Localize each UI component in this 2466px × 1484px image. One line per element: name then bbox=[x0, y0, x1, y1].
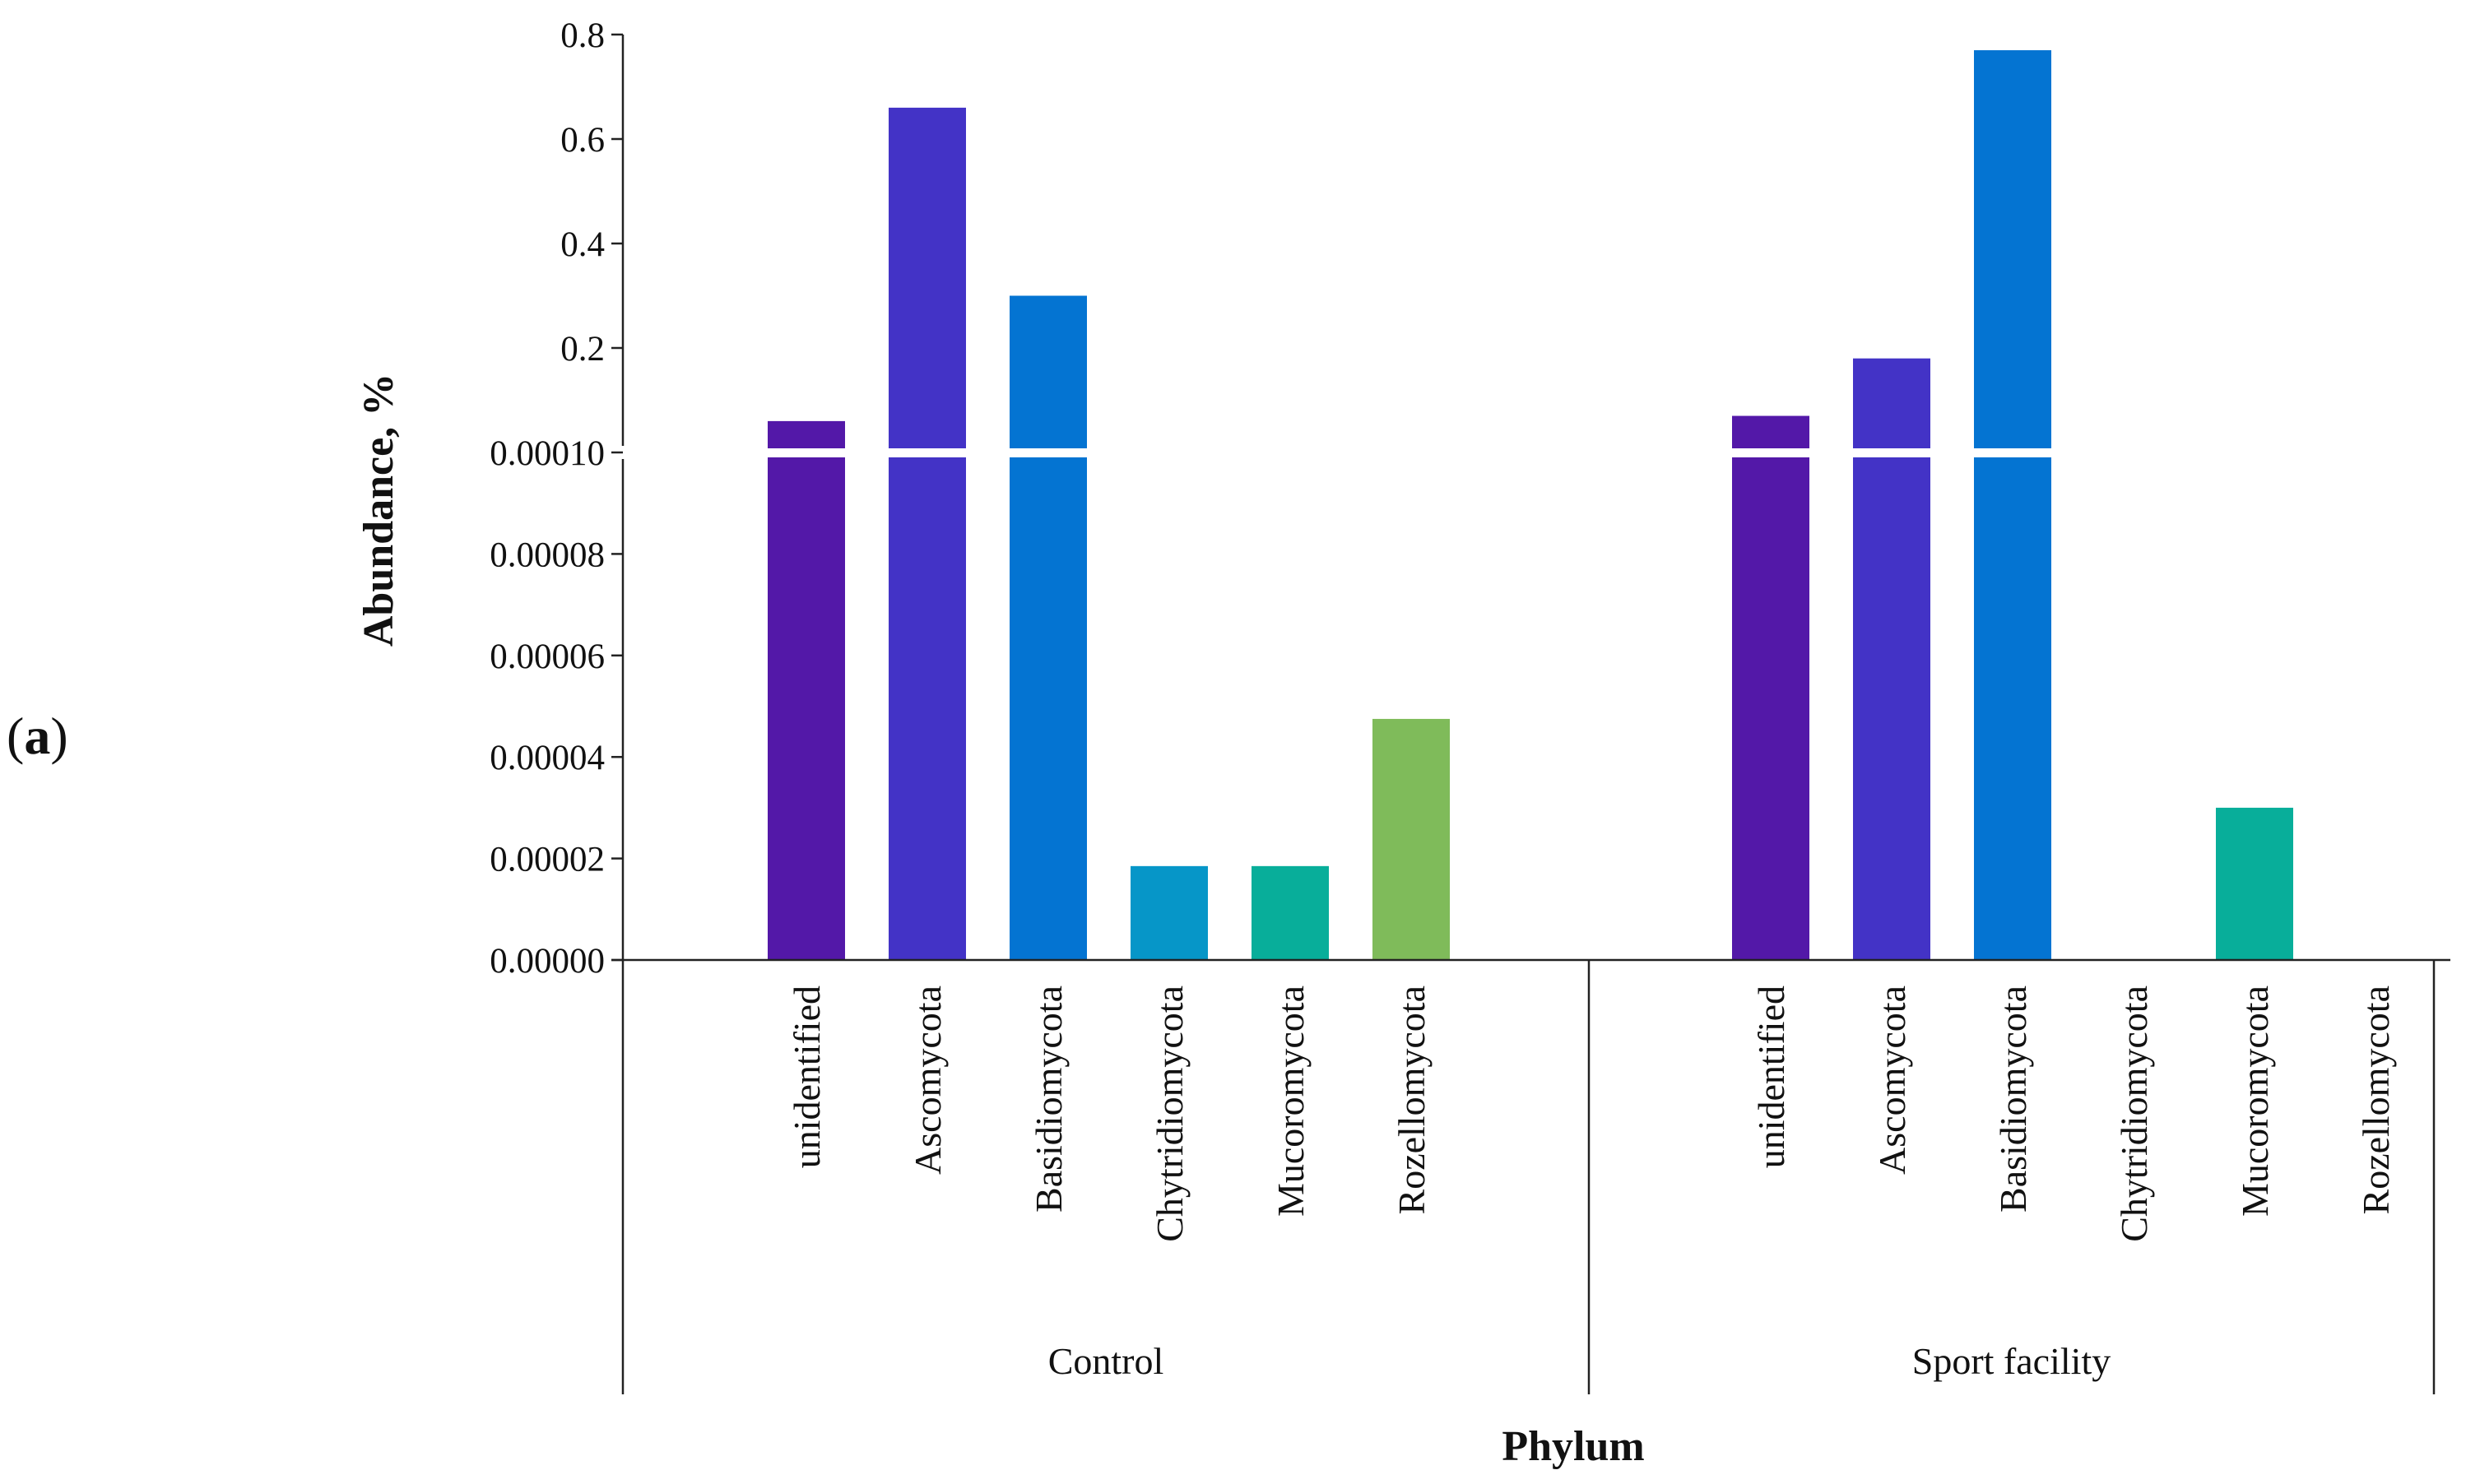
y-tick-label: 0.00008 bbox=[490, 536, 605, 574]
axes-layer bbox=[611, 33, 2450, 1394]
panel-label-close: ) bbox=[50, 707, 68, 765]
panel-label: (a) bbox=[7, 706, 68, 767]
x-category-label: Rozellomycota bbox=[1391, 985, 1433, 1214]
x-category-label: Chytridiomycota bbox=[1149, 985, 1191, 1242]
y-tick-label: 0.2 bbox=[560, 330, 605, 369]
x-category-label: Mucoromycota bbox=[1270, 985, 1312, 1217]
bar-control-unidentified bbox=[768, 420, 845, 960]
y-tick-label: 0.00006 bbox=[490, 638, 605, 676]
y-tick-label: 0.6 bbox=[560, 121, 605, 160]
bars-layer bbox=[764, 50, 2293, 960]
y-axis-label: Abundance, % bbox=[355, 373, 402, 647]
y-tick-label: 0.00000 bbox=[490, 942, 605, 981]
x-category-label: unidentified bbox=[786, 985, 828, 1168]
x-category-label: Basidiomycota bbox=[1028, 985, 1070, 1213]
x-axis-label: Phylum bbox=[1502, 1423, 1644, 1470]
x-group-label: Control bbox=[1048, 1340, 1164, 1382]
bar-control-rozellomycota bbox=[1372, 718, 1450, 960]
bar-sport-basidiomycota bbox=[1974, 50, 2051, 960]
x-category-label: Mucoromycota bbox=[2234, 985, 2276, 1217]
x-category-label: Chytridiomycota bbox=[2113, 985, 2155, 1242]
x-category-label: Rozellomycota bbox=[2355, 985, 2397, 1214]
axis-break-gap bbox=[764, 448, 848, 457]
axis-break-gap bbox=[1971, 448, 2055, 457]
panel-label-open: ( bbox=[7, 707, 25, 765]
y-tick-label: 0.00002 bbox=[490, 841, 605, 879]
bar-control-basidiomycota bbox=[1010, 295, 1087, 960]
x-category-label: Basidiomycota bbox=[1992, 985, 2034, 1213]
bar-control-chytridiomycota bbox=[1131, 865, 1208, 960]
axis-break-gap bbox=[1006, 448, 1090, 457]
x-category-label: Ascomycota bbox=[907, 985, 949, 1175]
y-tick-label: 0.4 bbox=[560, 225, 605, 264]
bar-sport-unidentified bbox=[1732, 415, 1809, 960]
x-category-label: unidentified bbox=[1750, 985, 1792, 1168]
labels-layer: 0.00000 0.00002 0.00004 0.00006 0.00008 0.000… bbox=[490, 16, 2397, 1382]
y-tick-label: 0.00004 bbox=[490, 739, 605, 777]
x-group-label: Sport facility bbox=[1912, 1340, 2111, 1382]
panel-label-letter: a bbox=[24, 707, 51, 765]
y-tick-label: 0.00010 bbox=[490, 434, 605, 473]
axis-break-gap bbox=[1729, 448, 1813, 457]
bar-sport-ascomycota bbox=[1853, 358, 1930, 960]
bar-control-ascomycota bbox=[889, 107, 966, 960]
y-tick-label: 0.8 bbox=[560, 16, 605, 55]
axis-break-gap bbox=[885, 448, 969, 457]
bar-control-mucoromycota bbox=[1252, 865, 1329, 960]
axis-break-gap bbox=[1850, 448, 1934, 457]
x-category-label: Ascomycota bbox=[1871, 985, 1913, 1175]
bar-sport-mucoromycota bbox=[2216, 807, 2293, 960]
